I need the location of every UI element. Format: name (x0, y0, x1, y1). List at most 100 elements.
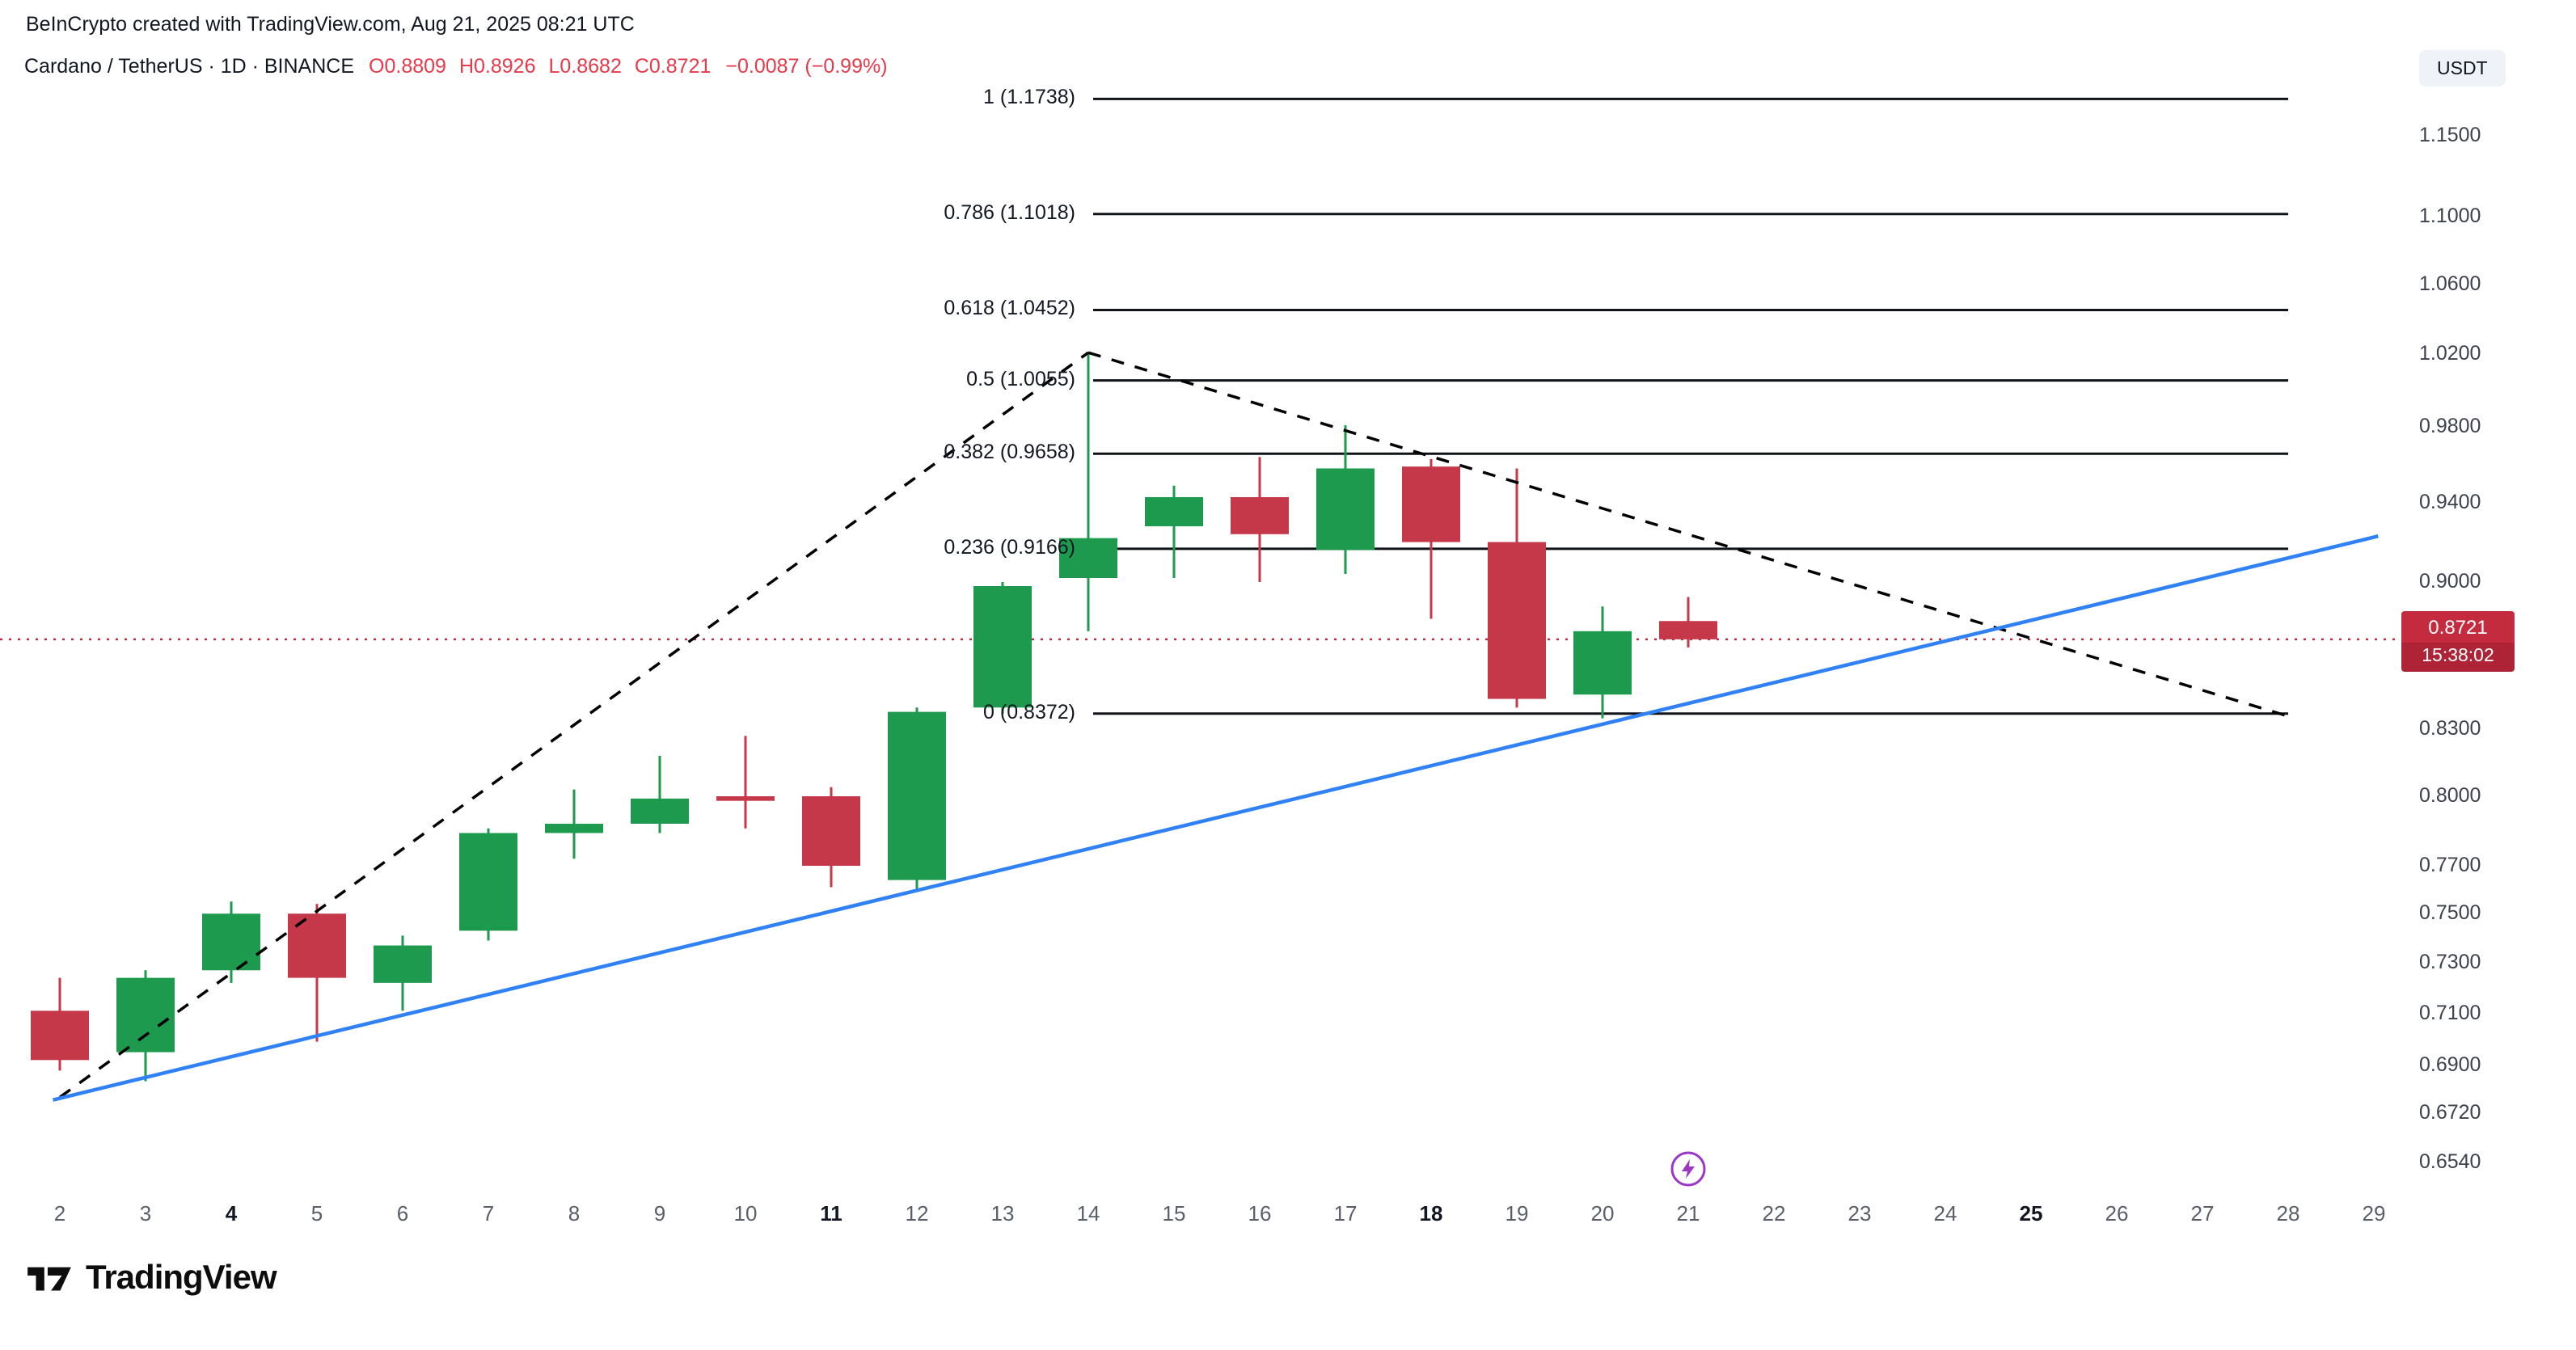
time-tick: 24 (1933, 1201, 1957, 1226)
legend-l-value: L0.8682 (548, 55, 622, 78)
time-tick: 9 (653, 1201, 666, 1226)
time-tick: 16 (1248, 1201, 1272, 1226)
time-tick: 23 (1848, 1201, 1872, 1226)
time-tick: 29 (2362, 1201, 2386, 1226)
legend-change: −0.0087 (−0.99%) (725, 55, 888, 78)
candle-body (1488, 542, 1546, 699)
candle-day-15[interactable] (1145, 485, 1203, 579)
candle-body (31, 1010, 89, 1061)
time-tick: 13 (990, 1201, 1015, 1226)
lightning-event-marker[interactable] (1669, 1150, 1708, 1188)
price-tick: 0.7300 (2419, 951, 2481, 974)
candle-day-19[interactable] (1488, 468, 1546, 708)
candle-body (631, 798, 689, 825)
time-scale[interactable]: 2 3 4 5 6 7 8 9 10 11 12 13 14 15 16 17 18 19 20 21 22 23 24 25… (0, 1192, 2576, 1240)
candle-day-18[interactable] (1402, 458, 1460, 619)
price-tick: 0.7500 (2419, 901, 2481, 925)
time-tick: 18 (1419, 1201, 1443, 1226)
time-tick: 5 (310, 1201, 323, 1226)
candle-body (716, 796, 775, 801)
falling-dashed-trendline[interactable] (1087, 351, 2289, 718)
candle-day-20[interactable] (1573, 606, 1632, 719)
price-tick: 1.1000 (2419, 205, 2481, 228)
candle-body (459, 833, 517, 931)
candle-day-12[interactable] (888, 707, 946, 890)
currency-badge[interactable]: USDT (2419, 50, 2506, 86)
time-tick: 3 (139, 1201, 152, 1226)
candle-day-3[interactable] (116, 970, 175, 1082)
lightning-icon (1670, 1151, 1706, 1187)
legend-o-value: O0.8809 (369, 55, 446, 78)
legend-c-value: C0.8721 (634, 55, 712, 78)
tradingview-logo[interactable]: TradingView (24, 1258, 277, 1297)
time-tick: 22 (1762, 1201, 1786, 1226)
candle-day-21[interactable] (1659, 597, 1717, 648)
time-tick: 20 (1590, 1201, 1615, 1226)
price-scale[interactable]: 1.1500 1.1000 1.0600 1.0200 0.9800 0.9400 0.90… (2398, 0, 2576, 1350)
legend-h-value: H0.8926 (458, 55, 536, 78)
price-tick: 0.6540 (2419, 1150, 2481, 1174)
time-tick: 19 (1505, 1201, 1529, 1226)
time-tick: 2 (53, 1201, 66, 1226)
candle-day-8[interactable] (545, 789, 603, 859)
candle-day-13[interactable] (973, 582, 1032, 715)
candle-day-17[interactable] (1316, 425, 1375, 575)
time-tick: 14 (1076, 1201, 1100, 1226)
candle-day-4[interactable] (202, 901, 260, 983)
candle-body (202, 913, 260, 971)
price-tick: 0.6720 (2419, 1101, 2481, 1124)
candle-day-14[interactable] (1059, 352, 1117, 631)
price-tick: 0.6900 (2419, 1053, 2481, 1076)
time-tick: 8 (568, 1201, 581, 1226)
time-tick: 28 (2276, 1201, 2300, 1226)
time-tick: 21 (1676, 1201, 1700, 1226)
bar-countdown: 15:38:02 (2401, 642, 2515, 673)
candle-body (1573, 631, 1632, 695)
time-tick: 27 (2190, 1201, 2215, 1226)
candle-body (1316, 468, 1375, 551)
candle-day-2[interactable] (31, 977, 89, 1071)
tradingview-mark-icon (27, 1267, 71, 1291)
time-tick: 10 (733, 1201, 758, 1226)
last-price-value: 0.8721 (2401, 610, 2515, 643)
candle-day-10[interactable] (716, 736, 775, 829)
price-tick: 0.8300 (2419, 717, 2481, 740)
candle-body (374, 945, 432, 983)
price-tick: 0.9000 (2419, 570, 2481, 593)
candle-body (1402, 466, 1460, 542)
candle-body (1659, 621, 1717, 639)
time-tick: 4 (225, 1201, 238, 1226)
candle-body (1231, 496, 1289, 534)
candle-body (802, 796, 860, 867)
time-tick: 12 (905, 1201, 929, 1226)
support-blue-trendline[interactable] (52, 534, 2379, 1102)
last-price-label: 0.8721 15:38:02 (2401, 610, 2515, 673)
price-tick: 1.0600 (2419, 272, 2481, 295)
time-tick: 15 (1162, 1201, 1186, 1226)
candle-body (116, 977, 175, 1053)
rising-dashed-trendline[interactable] (58, 351, 1090, 1099)
candle-day-16[interactable] (1231, 457, 1289, 582)
price-tick: 0.7100 (2419, 1001, 2481, 1024)
time-tick: 7 (482, 1201, 495, 1226)
time-tick: 17 (1333, 1201, 1358, 1226)
candle-body (545, 824, 603, 833)
candle-day-7[interactable] (459, 828, 517, 941)
candle-day-9[interactable] (631, 755, 689, 833)
price-tick: 1.0200 (2419, 342, 2481, 365)
price-tick: 0.8000 (2419, 784, 2481, 807)
watermark-text: BeInCrypto created with TradingView.com,… (26, 13, 635, 36)
symbol-legend: Cardano / TetherUS · 1D · BINANCE O0.880… (24, 55, 888, 78)
candle-body (973, 586, 1032, 708)
time-tick: 26 (2105, 1201, 2129, 1226)
legend-ohlc: O0.8809 H0.8926 L0.8682 C0.8721 (369, 55, 711, 78)
price-tick: 1.1500 (2419, 124, 2481, 147)
price-tick: 0.9800 (2419, 415, 2481, 438)
candle-day-6[interactable] (374, 935, 432, 1011)
legend-title[interactable]: Cardano / TetherUS · 1D · BINANCE (24, 55, 355, 78)
candle-body (1059, 538, 1117, 579)
candle-body (1145, 496, 1203, 527)
candle-day-11[interactable] (802, 787, 860, 888)
time-tick: 25 (2019, 1201, 2043, 1226)
